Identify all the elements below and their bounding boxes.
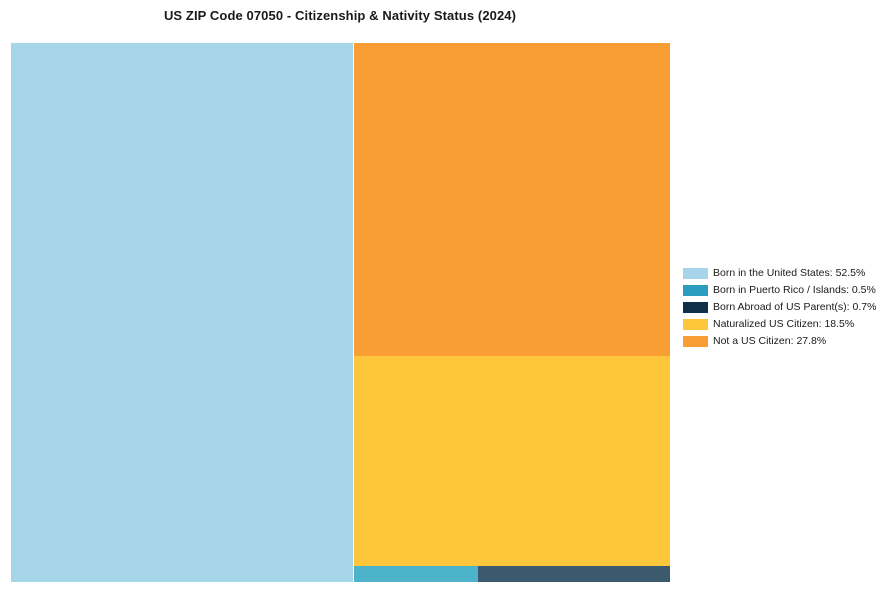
- legend-color-swatch: [683, 285, 708, 296]
- legend-item-label: Born in Puerto Rico / Islands: 0.5%: [713, 284, 876, 296]
- legend-item-label: Born Abroad of US Parent(s): 0.7%: [713, 301, 877, 313]
- legend-item[interactable]: Naturalized US Citizen: 18.5%: [683, 316, 883, 333]
- legend-color-swatch: [683, 302, 708, 313]
- legend-item-label: Not a US Citizen: 27.8%: [713, 335, 827, 347]
- legend-item[interactable]: Born Abroad of US Parent(s): 0.7%: [683, 299, 883, 316]
- treemap-tile[interactable]: Born in Puerto Rico / Islands: [354, 566, 478, 582]
- chart-legend: Born in the United States: 52.5% Born in …: [683, 265, 883, 350]
- legend-color-swatch: [683, 268, 708, 279]
- legend-color-swatch: [683, 319, 708, 330]
- treemap-tile[interactable]: Born Abroad of US Parent(s): [478, 566, 670, 582]
- legend-item[interactable]: Not a US Citizen: 27.8%: [683, 333, 883, 350]
- treemap-tile[interactable]: Born in the United States: [11, 43, 353, 582]
- chart-title: US ZIP Code 07050 - Citizenship & Nativi…: [163, 8, 517, 23]
- treemap-tile[interactable]: Not a US Citizen: [354, 43, 670, 356]
- treemap-tile[interactable]: Naturalized US Citizen: [354, 356, 670, 566]
- legend-item[interactable]: Born in the United States: 52.5%: [683, 265, 883, 282]
- legend-item[interactable]: Born in Puerto Rico / Islands: 0.5%: [683, 282, 883, 299]
- treemap-plot-area: Born in the United StatesNot a US Citize…: [11, 43, 670, 582]
- legend-item-label: Born in the United States: 52.5%: [713, 267, 866, 279]
- legend-color-swatch: [683, 336, 708, 347]
- legend-item-label: Naturalized US Citizen: 18.5%: [713, 318, 855, 330]
